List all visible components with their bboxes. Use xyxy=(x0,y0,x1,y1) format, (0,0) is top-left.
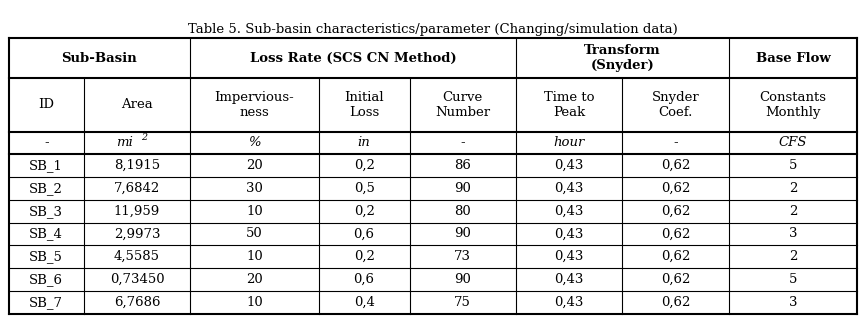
Text: 10: 10 xyxy=(246,205,263,218)
Text: CFS: CFS xyxy=(779,136,807,149)
Text: 0,62: 0,62 xyxy=(661,182,690,195)
Text: 3: 3 xyxy=(789,228,798,240)
Text: 0,62: 0,62 xyxy=(661,250,690,263)
Text: Initial
Loss: Initial Loss xyxy=(345,91,384,119)
Text: 0,43: 0,43 xyxy=(554,296,584,309)
Text: Area: Area xyxy=(121,98,153,111)
Text: 0,2: 0,2 xyxy=(353,205,374,218)
Text: 0,43: 0,43 xyxy=(554,182,584,195)
Text: 11,959: 11,959 xyxy=(114,205,160,218)
Text: 0,62: 0,62 xyxy=(661,205,690,218)
Text: Loss Rate (SCS CN Method): Loss Rate (SCS CN Method) xyxy=(249,52,456,65)
Text: -: - xyxy=(461,136,465,149)
Text: 75: 75 xyxy=(455,296,471,309)
Text: Time to
Peak: Time to Peak xyxy=(544,91,594,119)
Text: 2: 2 xyxy=(789,250,798,263)
Text: 2: 2 xyxy=(789,205,798,218)
Text: Table 5. Sub-basin characteristics/parameter (Changing/simulation data): Table 5. Sub-basin characteristics/param… xyxy=(188,23,678,36)
Text: 0,4: 0,4 xyxy=(353,296,374,309)
Text: %: % xyxy=(249,136,261,149)
Text: 0,5: 0,5 xyxy=(353,182,374,195)
Text: SB_6: SB_6 xyxy=(29,273,63,286)
Text: 6,7686: 6,7686 xyxy=(113,296,160,309)
Text: 4,5585: 4,5585 xyxy=(114,250,160,263)
Text: SB_2: SB_2 xyxy=(29,182,63,195)
Text: 0,43: 0,43 xyxy=(554,250,584,263)
Text: 0,62: 0,62 xyxy=(661,296,690,309)
Text: 0,6: 0,6 xyxy=(353,273,375,286)
Text: 0,62: 0,62 xyxy=(661,159,690,172)
Text: 2: 2 xyxy=(789,182,798,195)
Text: 86: 86 xyxy=(455,159,471,172)
Text: 20: 20 xyxy=(246,159,263,172)
Text: 0,43: 0,43 xyxy=(554,159,584,172)
Text: SB_1: SB_1 xyxy=(29,159,63,172)
Text: Transform
(Snyder): Transform (Snyder) xyxy=(585,44,661,72)
Text: 80: 80 xyxy=(455,205,471,218)
Text: -: - xyxy=(674,136,678,149)
Text: 5: 5 xyxy=(789,273,798,286)
Text: 10: 10 xyxy=(246,296,263,309)
Text: 0,62: 0,62 xyxy=(661,273,690,286)
Text: SB_3: SB_3 xyxy=(29,205,63,218)
Text: 0,62: 0,62 xyxy=(661,228,690,240)
Text: 8,1915: 8,1915 xyxy=(114,159,160,172)
Text: Base Flow: Base Flow xyxy=(756,52,830,65)
Text: 30: 30 xyxy=(246,182,263,195)
Text: mi: mi xyxy=(116,136,132,149)
Text: SB_5: SB_5 xyxy=(29,250,63,263)
Text: SB_4: SB_4 xyxy=(29,228,63,240)
Text: 5: 5 xyxy=(789,159,798,172)
Text: ID: ID xyxy=(38,98,55,111)
Text: 0,73450: 0,73450 xyxy=(110,273,165,286)
Text: 7,6842: 7,6842 xyxy=(114,182,160,195)
Text: 73: 73 xyxy=(455,250,471,263)
Text: 0,2: 0,2 xyxy=(353,250,374,263)
Text: 0,43: 0,43 xyxy=(554,228,584,240)
Text: 0,6: 0,6 xyxy=(353,228,375,240)
Text: Sub-Basin: Sub-Basin xyxy=(61,52,138,65)
Text: 90: 90 xyxy=(455,182,471,195)
Text: in: in xyxy=(358,136,371,149)
Text: Curve
Number: Curve Number xyxy=(436,91,490,119)
Text: 10: 10 xyxy=(246,250,263,263)
Text: 0,43: 0,43 xyxy=(554,205,584,218)
Text: 0,2: 0,2 xyxy=(353,159,374,172)
Text: 2,9973: 2,9973 xyxy=(113,228,160,240)
Text: Snyder
Coef.: Snyder Coef. xyxy=(652,91,700,119)
Text: 90: 90 xyxy=(455,273,471,286)
Text: 20: 20 xyxy=(246,273,263,286)
Text: hour: hour xyxy=(553,136,585,149)
Text: -: - xyxy=(44,136,48,149)
Text: 90: 90 xyxy=(455,228,471,240)
Text: 2: 2 xyxy=(141,133,147,142)
Text: Impervious-
ness: Impervious- ness xyxy=(215,91,294,119)
Text: SB_7: SB_7 xyxy=(29,296,63,309)
Text: 0,43: 0,43 xyxy=(554,273,584,286)
Text: 50: 50 xyxy=(246,228,263,240)
Text: Constants
Monthly: Constants Monthly xyxy=(759,91,827,119)
Text: 3: 3 xyxy=(789,296,798,309)
